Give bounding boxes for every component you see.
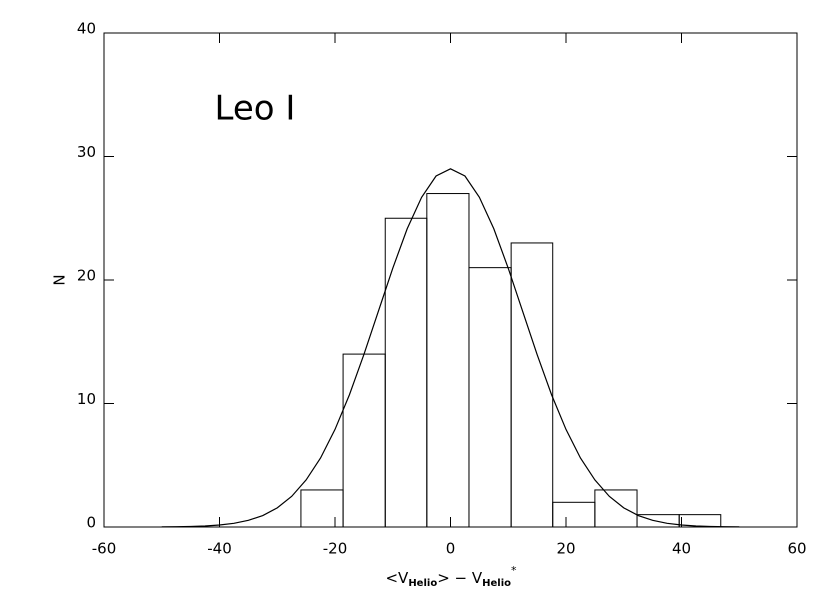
plot-frame: [103, 32, 798, 528]
bar: [594, 489, 638, 528]
xlabel-sub: Helio: [408, 578, 437, 589]
y-tick-label: 10: [77, 390, 96, 408]
y-tick-label: 30: [77, 143, 96, 161]
y-axis-label: N: [51, 274, 69, 285]
x-tick-label: -20: [323, 540, 348, 558]
x-tick-label: 0: [446, 540, 456, 558]
xlabel-part: > − V: [437, 569, 483, 587]
x-tick-label: 40: [672, 540, 691, 558]
x-axis-label: <VHelio> − VHelio*: [385, 564, 517, 589]
x-tick-label: -40: [207, 540, 232, 558]
bar: [300, 489, 344, 528]
bar: [426, 193, 470, 528]
xlabel-sup: *: [511, 564, 517, 577]
annotation: Leo I: [215, 89, 296, 129]
xlabel-sub: Helio: [482, 578, 511, 589]
x-tick-label: 20: [556, 540, 575, 558]
bar: [384, 217, 428, 528]
bar: [552, 501, 596, 528]
bar: [468, 267, 512, 528]
x-tick-label: -60: [92, 540, 117, 558]
xlabel-part: <V: [385, 569, 409, 587]
bar: [636, 514, 680, 528]
fit-curve: [161, 168, 740, 528]
bar: [342, 353, 386, 528]
x-tick-label: 60: [787, 540, 806, 558]
y-tick-label: 20: [77, 267, 96, 285]
y-tick-label: 0: [86, 514, 96, 532]
bar: [510, 242, 554, 528]
y-tick-label: 40: [77, 20, 96, 38]
